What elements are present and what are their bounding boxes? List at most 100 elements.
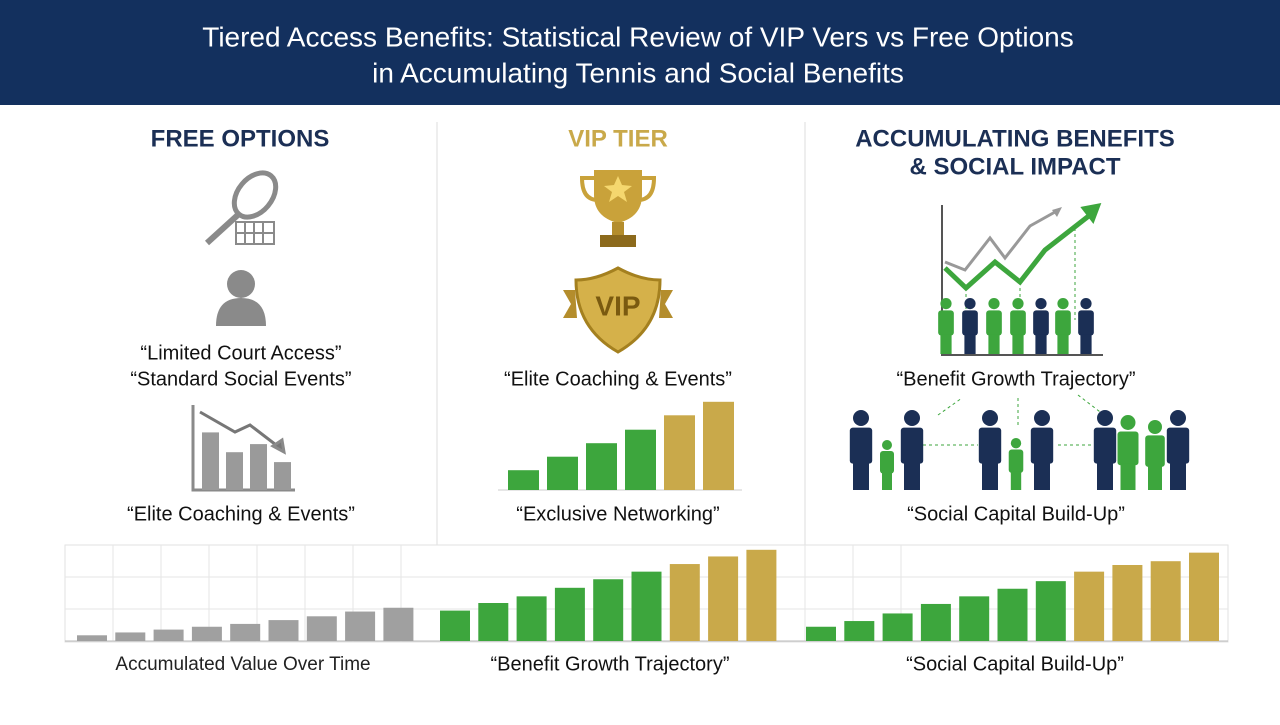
bar <box>631 571 662 641</box>
head <box>1035 298 1047 310</box>
caption: “Exclusive Networking” <box>516 503 719 525</box>
vip-shield <box>563 266 673 354</box>
bar <box>274 462 291 490</box>
person-figure <box>1078 298 1094 354</box>
bar <box>478 603 509 641</box>
quote: “Limited Court Access” <box>140 342 341 364</box>
bar <box>230 623 261 641</box>
person-figure <box>900 410 924 490</box>
bar <box>593 579 624 641</box>
body <box>1078 310 1094 336</box>
bar <box>708 556 739 641</box>
head <box>1080 298 1092 310</box>
title-line: in Accumulating Tennis and Social Benefi… <box>372 57 904 88</box>
bar <box>844 621 875 641</box>
person-figure <box>880 440 894 490</box>
legs <box>1012 334 1024 354</box>
bar <box>882 613 913 641</box>
body <box>900 427 924 464</box>
head <box>904 410 920 426</box>
body <box>938 310 954 336</box>
legs <box>1120 463 1136 490</box>
racket-icon <box>204 170 279 246</box>
bar <box>153 629 184 641</box>
head <box>882 440 892 450</box>
legs <box>882 472 892 490</box>
head <box>853 410 869 426</box>
bar <box>1035 581 1066 641</box>
legs <box>1080 334 1092 354</box>
person-figure <box>1030 410 1054 490</box>
caption: “Benefit Growth Trajectory” <box>491 653 730 675</box>
bar <box>586 443 617 490</box>
body <box>978 427 1002 464</box>
head <box>940 298 952 310</box>
bar <box>1150 561 1181 641</box>
head <box>1097 410 1113 426</box>
column-heading: FREE OPTIONS <box>151 125 330 152</box>
person-figure <box>978 410 1002 490</box>
body <box>1145 435 1165 467</box>
person-figure <box>986 298 1002 354</box>
person-figure <box>1010 298 1026 354</box>
legs <box>1010 471 1022 490</box>
bar <box>959 596 990 641</box>
person-figure <box>1008 438 1024 490</box>
person-figure <box>1166 410 1190 490</box>
legs <box>1148 465 1162 490</box>
bar <box>508 470 539 490</box>
legs <box>988 334 1000 354</box>
head <box>1057 298 1069 310</box>
connector <box>923 394 1109 446</box>
head <box>1034 410 1050 426</box>
bar <box>268 620 299 641</box>
bar <box>554 587 585 641</box>
person-figure <box>1145 420 1165 490</box>
person-icon <box>216 270 266 326</box>
body <box>849 427 873 464</box>
bar <box>383 607 414 641</box>
head <box>1012 298 1024 310</box>
caption: “Social Capital Build-Up” <box>906 653 1124 675</box>
body <box>1055 310 1071 336</box>
body <box>986 310 1002 336</box>
trophy-icon <box>579 170 657 247</box>
legs <box>1170 462 1186 490</box>
caption: “Elite Coaching & Events” <box>127 503 355 525</box>
legs <box>1097 462 1113 490</box>
head <box>1120 415 1136 430</box>
bar <box>806 626 836 641</box>
legs <box>940 334 952 354</box>
header-band <box>0 0 1280 105</box>
body <box>1030 427 1054 464</box>
head <box>988 298 1000 310</box>
column-heading: & SOCIAL IMPACT <box>909 153 1120 180</box>
person-figure <box>1093 410 1117 490</box>
bar <box>306 616 337 641</box>
body <box>962 310 978 336</box>
body <box>1008 449 1024 473</box>
head <box>1148 420 1162 434</box>
bar <box>516 596 547 641</box>
head <box>964 298 976 310</box>
legs <box>1034 462 1050 490</box>
bar <box>625 429 656 490</box>
bar <box>226 452 243 490</box>
legs <box>853 462 869 490</box>
body <box>1166 427 1190 464</box>
legs <box>1035 334 1047 354</box>
bar <box>1189 552 1219 641</box>
bar <box>547 456 578 490</box>
bar <box>191 626 222 641</box>
bar <box>77 635 107 641</box>
panel <box>64 544 1229 643</box>
legs <box>982 462 998 490</box>
bar <box>997 588 1028 641</box>
bar <box>1074 571 1105 641</box>
bar <box>746 549 777 641</box>
body <box>1010 310 1026 336</box>
bar <box>440 610 470 641</box>
quote: “Benefit Growth Trajectory” <box>897 368 1136 390</box>
bar <box>669 564 700 641</box>
quote: “Elite Coaching & Events” <box>504 368 732 390</box>
